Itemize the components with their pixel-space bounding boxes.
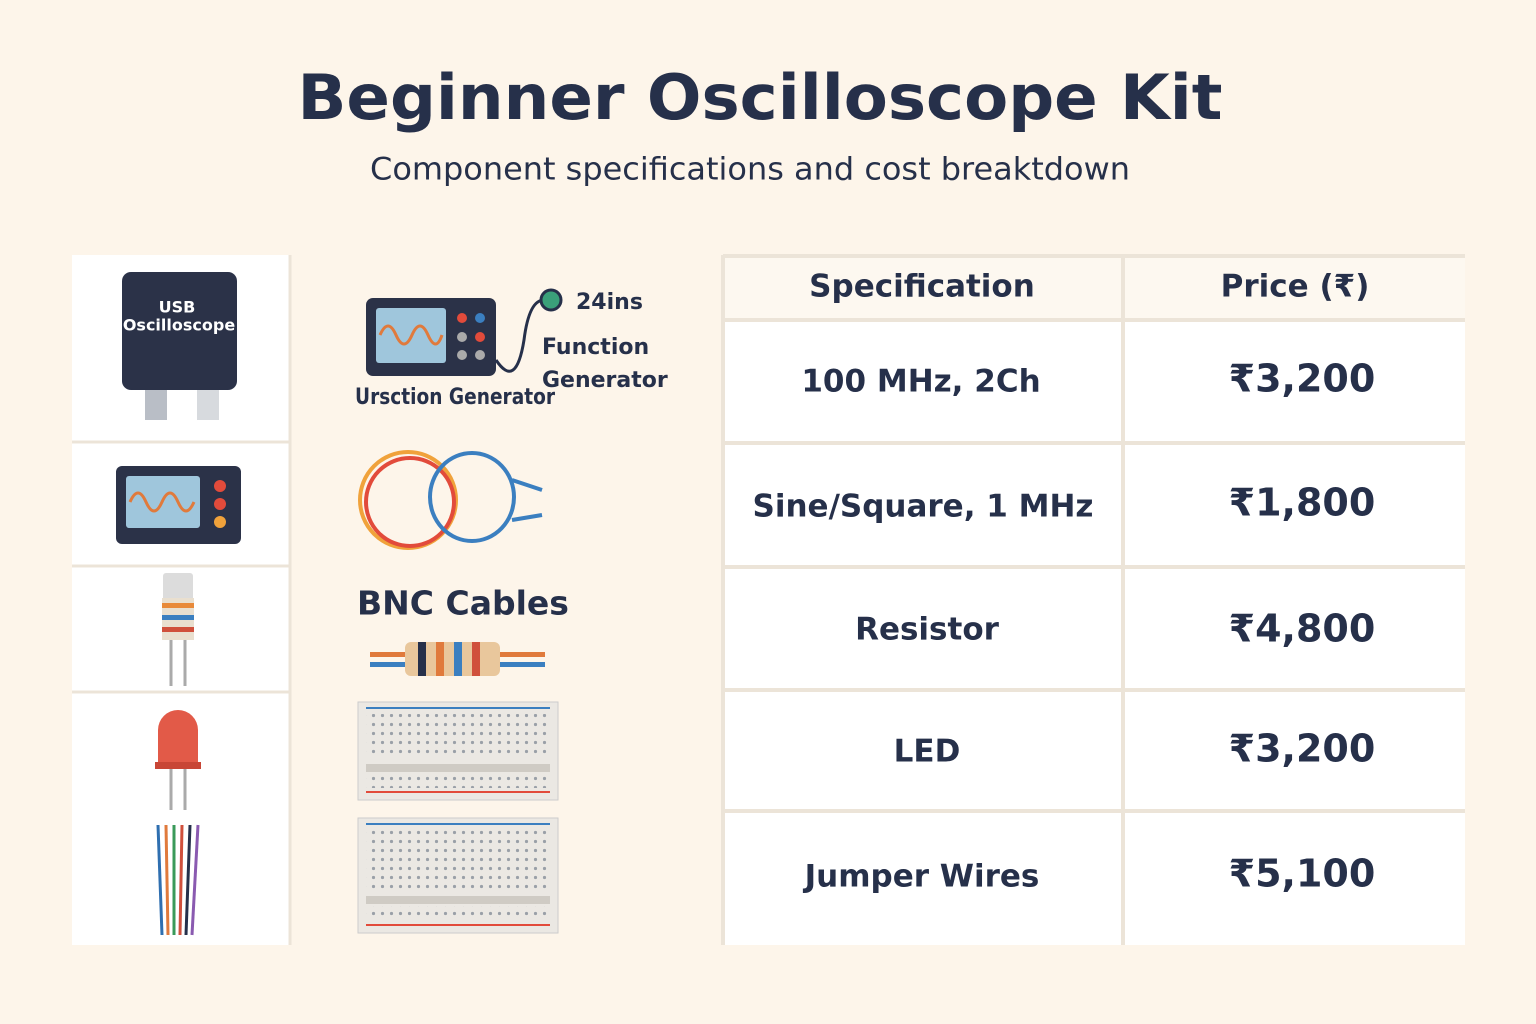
price-cell: ₹4,800 xyxy=(1229,607,1376,651)
spec-cell: Resistor xyxy=(855,612,1000,648)
spec-cell: Jumper Wires xyxy=(803,859,1040,895)
generator-label: Function xyxy=(542,335,649,360)
spec-cell: 100 MHz, 2Ch xyxy=(801,364,1040,400)
illustrations: 24ins Function Generator Ursction Genera… xyxy=(355,288,668,934)
price-cell: ₹3,200 xyxy=(1229,727,1376,771)
subtitle: Component specifications and cost breakt… xyxy=(370,152,1130,188)
icon-column: USB Oscilloscope xyxy=(72,255,292,945)
spec-table: Specification Price (₹) 100 MHz, 2Ch ₹3,… xyxy=(721,254,1465,945)
price-cell: ₹5,100 xyxy=(1229,852,1376,896)
generator-caption: Ursction Generator xyxy=(355,385,555,410)
spec-cell: Sine/Square, 1 MHz xyxy=(753,489,1094,525)
bnc-label: BNC Cables xyxy=(357,584,569,623)
spec-cell: LED xyxy=(894,734,961,770)
generator-label: Generator xyxy=(542,368,668,393)
price-cell: ₹1,800 xyxy=(1229,481,1376,525)
usb-label: USB xyxy=(159,298,196,317)
column-header: Price (₹) xyxy=(1221,269,1370,305)
usb-label: Oscilloscope xyxy=(123,316,236,335)
column-header: Specification xyxy=(809,269,1035,305)
title: Beginner Oscilloscope Kit xyxy=(298,61,1223,134)
size-label: 24ins xyxy=(576,290,643,315)
price-cell: ₹3,200 xyxy=(1229,357,1376,401)
